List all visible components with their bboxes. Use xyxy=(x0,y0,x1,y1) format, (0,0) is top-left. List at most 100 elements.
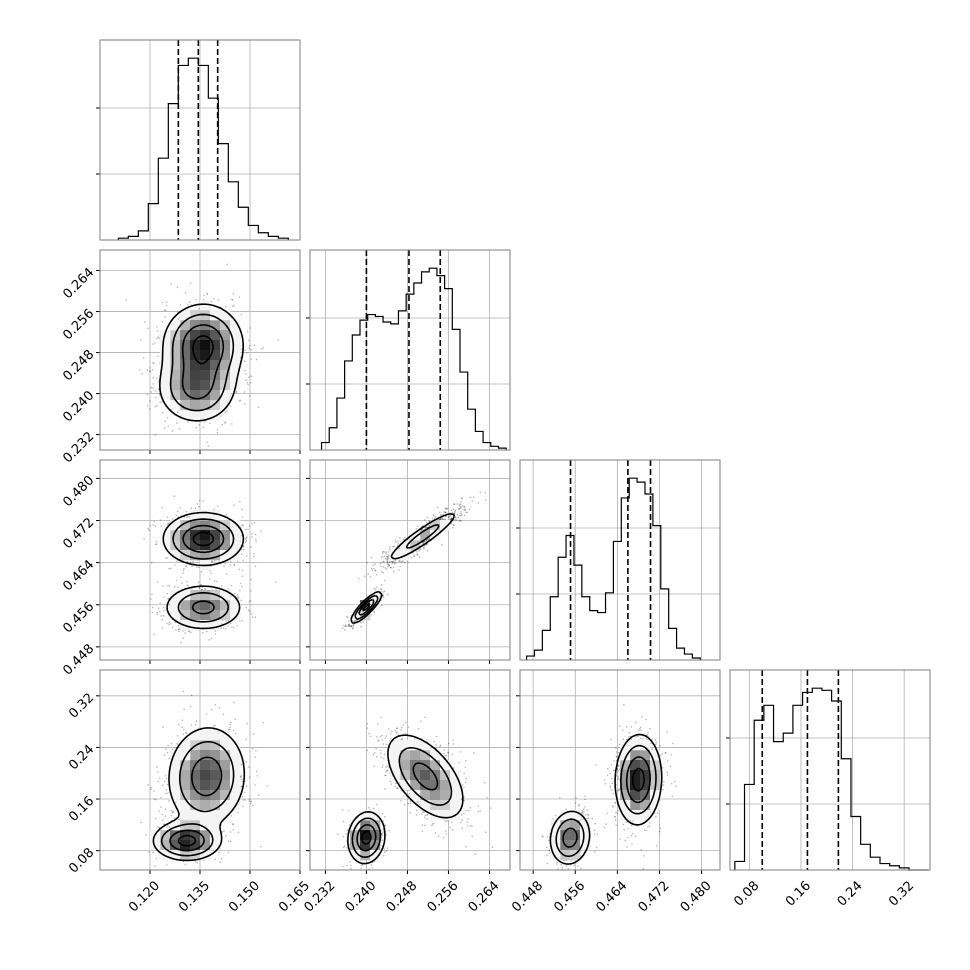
scatter-point xyxy=(232,292,235,295)
scatter-point xyxy=(211,560,213,563)
scatter-point xyxy=(385,551,387,553)
panel-background xyxy=(310,250,510,450)
scatter-point xyxy=(410,556,413,559)
scatter-point xyxy=(179,304,182,306)
scatter-point xyxy=(381,552,384,554)
density-cell xyxy=(220,390,231,401)
scatter-point xyxy=(200,584,203,586)
scatter-point xyxy=(150,561,153,564)
scatter-point xyxy=(206,630,208,633)
scatter-point xyxy=(441,517,443,520)
scatter-point xyxy=(224,421,227,423)
scatter-point xyxy=(345,615,348,618)
joint-panel-1-2 xyxy=(306,459,511,664)
scatter-point xyxy=(445,507,447,510)
scatter-point xyxy=(228,728,230,731)
scatter-point xyxy=(473,496,475,498)
scatter-point xyxy=(152,361,154,364)
scatter-point xyxy=(454,518,457,521)
scatter-point xyxy=(157,336,159,339)
density-cell xyxy=(200,390,211,401)
density-cell xyxy=(210,310,221,321)
scatter-point xyxy=(178,630,180,633)
density-cell xyxy=(230,600,241,611)
density-cell xyxy=(180,370,191,381)
scatter-point xyxy=(440,518,442,520)
density-cell xyxy=(210,550,221,561)
scatter-point xyxy=(424,527,427,529)
panel-background xyxy=(520,460,720,660)
contour-level-2 xyxy=(358,598,375,616)
scatter-point xyxy=(187,303,189,306)
scatter-point xyxy=(457,508,460,511)
scatter-point xyxy=(249,344,251,347)
scatter-point xyxy=(216,580,218,583)
scatter-point xyxy=(407,561,409,563)
scatter-point xyxy=(375,586,378,588)
scatter-point xyxy=(387,564,389,566)
scatter-point xyxy=(166,622,168,625)
scatter-point xyxy=(251,536,253,538)
density-cell xyxy=(200,370,211,381)
scatter-point xyxy=(398,560,401,562)
scatter-point xyxy=(233,304,235,307)
scatter-point xyxy=(149,400,151,403)
scatter-point xyxy=(247,376,250,378)
scatter-point xyxy=(154,525,157,527)
scatter-point xyxy=(187,515,189,518)
scatter-point xyxy=(244,349,246,352)
scatter-point xyxy=(202,298,205,301)
scatter-point xyxy=(157,388,160,390)
scatter-point xyxy=(425,540,427,542)
scatter-point xyxy=(460,506,463,508)
scatter-point xyxy=(245,540,248,542)
scatter-point xyxy=(237,596,239,598)
scatter-point xyxy=(251,533,253,535)
scatter-point xyxy=(425,526,427,528)
scatter-point xyxy=(383,561,385,564)
scatter-point xyxy=(159,602,161,605)
scatter-point xyxy=(469,496,472,499)
histogram-panel-3 xyxy=(726,669,931,871)
scatter-point xyxy=(442,518,444,521)
scatter-point xyxy=(425,543,428,546)
scatter-point xyxy=(385,558,388,561)
density-cell xyxy=(190,360,201,371)
density-cell xyxy=(230,360,241,371)
density-cell xyxy=(220,530,231,541)
scatter-point xyxy=(222,713,225,716)
scatter-point xyxy=(388,561,391,563)
scatter-point xyxy=(402,538,405,541)
scatter-point xyxy=(168,453,170,455)
density-cell xyxy=(210,540,221,551)
scatter-point xyxy=(213,297,215,300)
scatter-point xyxy=(449,515,451,518)
scatter-point xyxy=(190,724,193,726)
density-cell xyxy=(180,380,191,391)
scatter-point xyxy=(443,510,445,513)
scatter-point xyxy=(216,505,219,508)
scatter-point xyxy=(363,575,366,577)
scatter-point xyxy=(383,560,385,563)
scatter-point xyxy=(421,524,424,527)
scatter-point xyxy=(223,830,225,832)
scatter-point xyxy=(156,611,159,614)
scatter-point xyxy=(237,811,239,814)
scatter-point xyxy=(160,615,163,617)
scatter-point xyxy=(168,621,171,624)
scatter-point xyxy=(170,567,172,570)
scatter-point xyxy=(392,561,395,564)
scatter-point xyxy=(346,616,349,619)
scatter-point xyxy=(161,626,164,629)
density-cell xyxy=(210,410,221,421)
scatter-point xyxy=(156,404,158,407)
density-cell xyxy=(200,510,211,521)
scatter-point xyxy=(373,611,376,614)
scatter-point xyxy=(250,578,252,581)
scatter-point xyxy=(371,569,374,571)
scatter-point xyxy=(152,383,154,385)
scatter-point xyxy=(245,785,248,787)
scatter-point xyxy=(235,391,238,394)
scatter-point xyxy=(227,625,230,627)
scatter-point xyxy=(213,580,216,582)
